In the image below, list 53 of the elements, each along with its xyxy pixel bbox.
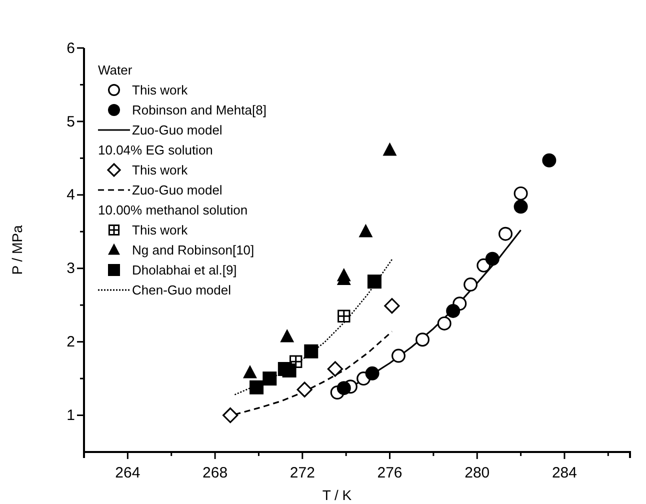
point bbox=[446, 304, 460, 318]
point bbox=[304, 344, 318, 358]
point bbox=[358, 224, 373, 238]
point bbox=[542, 153, 556, 168]
point bbox=[464, 278, 478, 292]
point bbox=[242, 364, 257, 378]
annotation: 10.04% EG solution bbox=[98, 142, 213, 158]
legend-label: This work bbox=[132, 82, 188, 98]
point bbox=[280, 328, 294, 342]
point bbox=[327, 361, 343, 377]
point bbox=[296, 382, 312, 398]
point bbox=[391, 348, 406, 363]
y-axis-title: P / MPa bbox=[9, 225, 25, 275]
y-tick-label: 3 bbox=[66, 260, 75, 278]
legend-label: Dholabhai et al.[9] bbox=[132, 262, 237, 278]
y-tick-label: 5 bbox=[66, 113, 75, 130]
point bbox=[336, 268, 351, 282]
y-tick-label: 1 bbox=[66, 407, 75, 424]
legend-label: Chen-Guo model bbox=[132, 282, 232, 298]
point bbox=[498, 226, 513, 241]
legend-label: Ng and Robinson[10] bbox=[132, 242, 254, 258]
y-tick-label: 6 bbox=[66, 40, 75, 57]
legend-label: Zuo-Guo model bbox=[132, 182, 222, 198]
annotation: 10.00% methanol solution bbox=[98, 202, 248, 218]
point bbox=[514, 186, 528, 200]
x-tick-label: 276 bbox=[377, 464, 402, 482]
point bbox=[222, 407, 238, 424]
legend-label: Zuo-Guo model bbox=[132, 122, 222, 138]
point bbox=[336, 381, 351, 396]
x-axis-title: T / K bbox=[322, 487, 352, 503]
x-tick-label: 284 bbox=[552, 464, 577, 482]
point bbox=[262, 372, 277, 386]
point bbox=[384, 298, 400, 314]
line-series bbox=[234, 258, 393, 396]
annotation: Water bbox=[98, 62, 133, 78]
point bbox=[416, 332, 430, 347]
y-tick-label: 2 bbox=[66, 334, 75, 351]
point bbox=[250, 380, 264, 394]
point bbox=[382, 142, 397, 156]
legend-label: This work bbox=[132, 222, 188, 238]
point bbox=[282, 363, 296, 378]
point bbox=[437, 316, 452, 330]
point bbox=[367, 274, 382, 289]
x-tick-label: 268 bbox=[202, 464, 228, 482]
legend-label: Robinson and Mehta[8] bbox=[132, 102, 266, 118]
x-tick-label: 272 bbox=[290, 464, 315, 482]
x-tick-label: 264 bbox=[115, 464, 140, 482]
point bbox=[365, 366, 380, 380]
y-tick-label: 4 bbox=[66, 186, 75, 204]
point bbox=[514, 200, 528, 214]
x-tick-label: 280 bbox=[464, 464, 490, 482]
legend-label: This work bbox=[132, 162, 188, 178]
point bbox=[485, 252, 500, 266]
